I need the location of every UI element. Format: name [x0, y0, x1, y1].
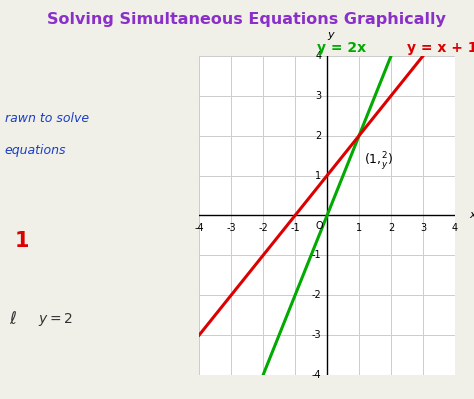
Text: 3: 3 [420, 223, 426, 233]
Text: 4: 4 [452, 223, 458, 233]
Text: Solving Simultaneous Equations Graphically: Solving Simultaneous Equations Graphical… [47, 12, 446, 27]
Text: -3: -3 [226, 223, 236, 233]
Text: 1: 1 [14, 231, 29, 251]
Text: 1: 1 [356, 223, 362, 233]
Text: $\ell$: $\ell$ [9, 311, 18, 328]
Text: $(1,\!^2_y)$: $(1,\!^2_y)$ [364, 150, 393, 172]
Text: 2: 2 [388, 223, 394, 233]
Text: -3: -3 [312, 330, 321, 340]
Text: y = x + 1: y = x + 1 [407, 41, 474, 55]
Text: -4: -4 [194, 223, 204, 233]
Text: y: y [327, 30, 334, 40]
Text: 1: 1 [315, 170, 321, 181]
Text: -2: -2 [311, 290, 321, 300]
Text: -2: -2 [258, 223, 268, 233]
Text: 3: 3 [315, 91, 321, 101]
Text: O: O [316, 221, 323, 231]
Text: rawn to solve: rawn to solve [5, 112, 89, 125]
Text: $y = 2$: $y = 2$ [38, 311, 73, 328]
Text: x: x [469, 210, 474, 221]
Text: -1: -1 [290, 223, 300, 233]
Text: 2: 2 [315, 130, 321, 141]
Text: equations: equations [5, 144, 66, 157]
Text: y = 2x: y = 2x [317, 41, 366, 55]
Text: -4: -4 [312, 370, 321, 380]
Text: 4: 4 [315, 51, 321, 61]
Text: -1: -1 [312, 250, 321, 261]
